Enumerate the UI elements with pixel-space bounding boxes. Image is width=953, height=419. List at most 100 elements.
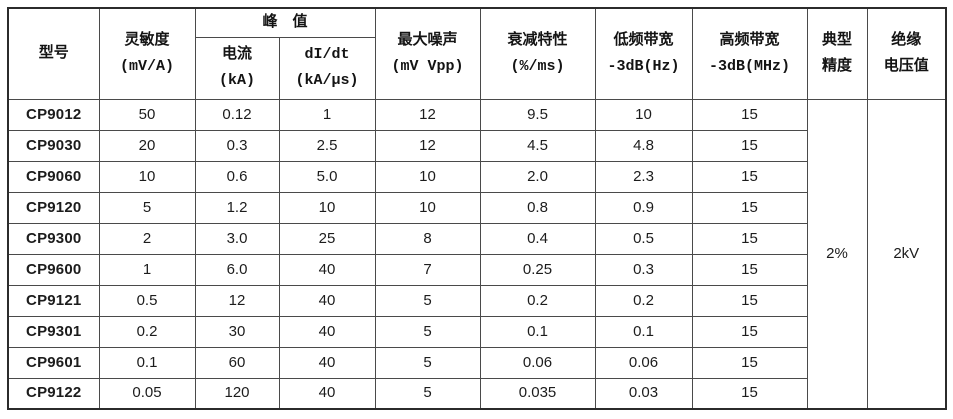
cell-max-noise: 5 [374, 284, 481, 317]
cell-peak-didt: 40 [278, 315, 376, 348]
cell-peak-current: 0.12 [194, 98, 280, 131]
cell-peak-current: 120 [194, 377, 280, 410]
cell-max-noise: 12 [374, 129, 481, 162]
cell-peak-current: 0.3 [194, 129, 280, 162]
cell-model: CP9030 [7, 129, 100, 162]
cell-high-bandwidth: 15 [691, 222, 808, 255]
cell-high-bandwidth: 15 [691, 377, 808, 410]
cell-high-bandwidth: 15 [691, 284, 808, 317]
cell-sensitivity: 5 [98, 191, 196, 224]
cell-low-bandwidth: 0.2 [594, 284, 693, 317]
cell-sensitivity: 20 [98, 129, 196, 162]
cell-peak-didt: 40 [278, 284, 376, 317]
cell-sensitivity: 0.05 [98, 377, 196, 410]
cell-attenuation: 0.06 [479, 346, 596, 379]
cell-model: CP9012 [7, 98, 100, 131]
cell-max-noise: 5 [374, 315, 481, 348]
cell-model: CP9122 [7, 377, 100, 410]
cell-low-bandwidth: 0.5 [594, 222, 693, 255]
table-row: CP9122 0.05 120 40 5 0.035 0.03 15 [7, 377, 946, 410]
cell-peak-didt: 40 [278, 377, 376, 410]
cell-high-bandwidth: 15 [691, 253, 808, 286]
cell-peak-current: 12 [194, 284, 280, 317]
cell-model: CP9601 [7, 346, 100, 379]
cell-sensitivity: 50 [98, 98, 196, 131]
cell-high-bandwidth: 15 [691, 191, 808, 224]
cell-high-bandwidth: 15 [691, 129, 808, 162]
col-header-high-bandwidth: 高频带宽 -3dB(MHz) [691, 7, 808, 100]
table-row: CP9601 0.1 60 40 5 0.06 0.06 15 [7, 346, 946, 379]
cell-sensitivity: 0.2 [98, 315, 196, 348]
cell-low-bandwidth: 4.8 [594, 129, 693, 162]
cell-sensitivity: 0.5 [98, 284, 196, 317]
col-header-insulation-voltage: 绝缘 电压值 [866, 7, 947, 100]
cell-attenuation: 0.8 [479, 191, 596, 224]
cell-low-bandwidth: 0.03 [594, 377, 693, 410]
col-header-attenuation: 衰减特性 (%/ms) [479, 7, 596, 100]
cell-max-noise: 10 [374, 160, 481, 193]
spec-table-header: 型号 灵敏度 (mV/A) 峰 值 最大噪声 (mV Vpp) 衰减特性 (%/… [7, 7, 947, 100]
cell-max-noise: 12 [374, 98, 481, 131]
cell-high-bandwidth: 15 [691, 315, 808, 348]
cell-typical-accuracy: 2% [806, 98, 868, 410]
cell-attenuation: 0.25 [479, 253, 596, 286]
cell-low-bandwidth: 2.3 [594, 160, 693, 193]
cell-high-bandwidth: 15 [691, 160, 808, 193]
col-header-low-bandwidth: 低频带宽 -3dB(Hz) [594, 7, 693, 100]
cell-model: CP9300 [7, 222, 100, 255]
cell-attenuation: 0.2 [479, 284, 596, 317]
cell-attenuation: 0.035 [479, 377, 596, 410]
cell-attenuation: 4.5 [479, 129, 596, 162]
spec-table: 型号 灵敏度 (mV/A) 峰 值 最大噪声 (mV Vpp) 衰减特性 (%/… [7, 7, 948, 410]
col-header-peak-current: 电流 (kA) [194, 36, 280, 100]
cell-peak-current: 3.0 [194, 222, 280, 255]
cell-peak-didt: 1 [278, 98, 376, 131]
cell-peak-current: 30 [194, 315, 280, 348]
table-row: CP9012 50 0.12 1 12 9.5 10 15 2% 2kV [7, 98, 947, 410]
cell-attenuation: 0.1 [479, 315, 596, 348]
cell-peak-current: 6.0 [194, 253, 280, 286]
cell-model: CP9060 [7, 160, 100, 193]
header-row-2: 电流 (kA) dI/dt (kA/μs) [8, 36, 946, 100]
col-header-max-noise: 最大噪声 (mV Vpp) [374, 7, 481, 100]
cell-attenuation: 9.5 [479, 98, 596, 131]
cell-peak-didt: 2.5 [278, 129, 376, 162]
cell-peak-didt: 40 [278, 346, 376, 379]
col-header-peak: 峰 值 [194, 7, 376, 38]
cell-model: CP9120 [7, 191, 100, 224]
spec-table-body: CP9012 50 0.12 1 12 9.5 10 15 2% 2kV CP9030 20 0.3 2.… [7, 98, 947, 410]
cell-model: CP9121 [7, 284, 100, 317]
cell-peak-didt: 5.0 [278, 160, 376, 193]
page: 型号 灵敏度 (mV/A) 峰 值 最大噪声 (mV Vpp) 衰减特性 (%/… [7, 7, 948, 410]
cell-peak-didt: 40 [278, 253, 376, 286]
cell-peak-current: 60 [194, 346, 280, 379]
cell-low-bandwidth: 0.06 [594, 346, 693, 379]
table-row: CP9301 0.2 30 40 5 0.1 0.1 15 [7, 315, 946, 348]
cell-max-noise: 5 [374, 346, 481, 379]
cell-max-noise: 8 [374, 222, 481, 255]
cell-peak-current: 0.6 [194, 160, 280, 193]
table-row: CP9300 2 3.0 25 8 0.4 0.5 15 [7, 222, 946, 255]
table-row: CP9060 10 0.6 5.0 10 2.0 2.3 15 [7, 160, 946, 193]
cell-attenuation: 2.0 [479, 160, 596, 193]
table-row: CP9600 1 6.0 40 7 0.25 0.3 15 [7, 253, 946, 286]
table-row: CP9030 20 0.3 2.5 12 4.5 4.8 15 [7, 129, 946, 162]
col-header-model: 型号 [7, 7, 100, 100]
cell-max-noise: 7 [374, 253, 481, 286]
cell-model: CP9600 [7, 253, 100, 286]
cell-peak-didt: 25 [278, 222, 376, 255]
cell-model: CP9301 [7, 315, 100, 348]
col-header-peak-didt: dI/dt (kA/μs) [278, 36, 376, 100]
cell-high-bandwidth: 15 [691, 346, 808, 379]
cell-insulation-voltage: 2kV [866, 98, 947, 410]
cell-low-bandwidth: 0.9 [594, 191, 693, 224]
cell-max-noise: 5 [374, 377, 481, 410]
cell-peak-didt: 10 [278, 191, 376, 224]
cell-low-bandwidth: 10 [594, 98, 693, 131]
cell-high-bandwidth: 15 [691, 98, 808, 131]
table-row: CP9121 0.5 12 40 5 0.2 0.2 15 [7, 284, 946, 317]
cell-low-bandwidth: 0.3 [594, 253, 693, 286]
cell-sensitivity: 0.1 [98, 346, 196, 379]
col-header-sensitivity: 灵敏度 (mV/A) [98, 7, 196, 100]
col-header-typical-accuracy: 典型 精度 [806, 7, 868, 100]
